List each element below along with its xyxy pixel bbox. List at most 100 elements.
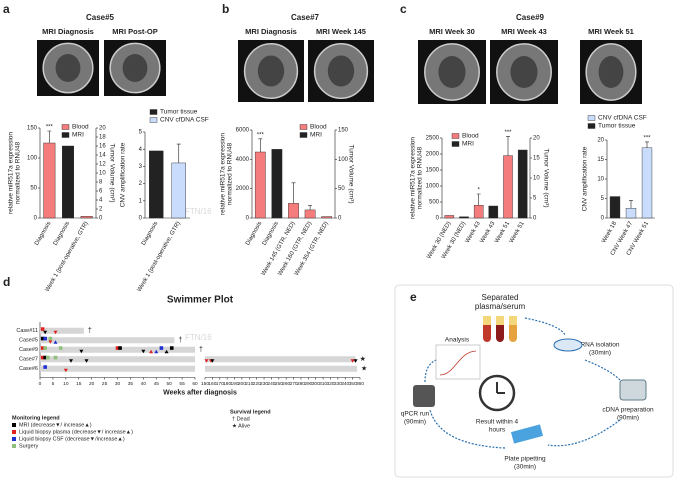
legend-swatch (149, 117, 158, 123)
y-tick-label: 1000 (426, 184, 440, 190)
y2-tick-label: 2 (99, 207, 103, 213)
x-tick-label: 300 (312, 381, 320, 387)
y-axis-label: normalized to RNU48 (227, 143, 234, 206)
event-marker (204, 359, 209, 363)
workflow-step: (30min) (514, 464, 536, 471)
event-marker (40, 327, 45, 331)
significance: *** (504, 130, 512, 136)
event-marker (69, 359, 73, 363)
swim-bar (205, 365, 358, 372)
legend-label: MRI (310, 132, 322, 139)
survival-symbol: † (199, 347, 203, 354)
workflow-step: (30min) (589, 350, 611, 357)
image-title: MRI Diagnosis (42, 27, 94, 36)
x-tick-label: Diagnosis (262, 221, 280, 247)
event-marker (115, 346, 120, 350)
legend-swatch (61, 132, 70, 138)
case-label: Case#5 (19, 338, 38, 344)
workflow-frame (394, 284, 674, 478)
cdna-device (619, 379, 647, 401)
image-title: MRI Post-OP (112, 27, 157, 36)
mri-detail (55, 54, 81, 82)
bar (304, 209, 316, 219)
image-title: MRI Week 51 (588, 27, 634, 36)
error-bar (308, 205, 313, 210)
legend-label: Tumor tissue (160, 109, 198, 116)
panel-label: e (410, 290, 417, 304)
y-tick-label: 2500 (426, 136, 440, 142)
panel-label: d (3, 275, 10, 289)
bar (444, 215, 455, 219)
legend-label: Tumor tissue (598, 123, 636, 130)
bar (625, 208, 637, 219)
x-tick-label: 220 (253, 381, 261, 387)
x-tick-label: 0 (39, 381, 42, 387)
y-tick-label: 1500 (426, 168, 440, 174)
legend-swatch (299, 132, 308, 138)
event-marker (79, 349, 84, 354)
legend-label: Blood (310, 124, 327, 131)
x-tick-label: 240 (267, 381, 275, 387)
legend-label: CNV cfDNA CSF (598, 115, 647, 122)
legend-swatch (12, 423, 16, 427)
x-tick-label: 190 (231, 381, 239, 387)
significance: * (477, 188, 480, 194)
survival-symbol: † (88, 328, 92, 335)
error-bar (645, 141, 649, 148)
x-tick-label: Diagnosis (141, 221, 159, 247)
mri-detail (598, 56, 624, 88)
workflow-title: Separated (482, 293, 519, 302)
legend-label: MRI (72, 132, 84, 139)
survival-legend-item: † Dead (232, 416, 250, 422)
event-marker (63, 368, 68, 373)
significance: *** (257, 132, 265, 138)
bar (288, 203, 299, 219)
x-tick-label: 210 (245, 381, 253, 387)
x-tick-label: Diagnosis (53, 221, 71, 247)
x-tick-label: 20 (89, 381, 95, 387)
workflow-analysis: Analysis (445, 337, 470, 344)
y2-tick-label: 0 (338, 216, 342, 222)
event-marker (159, 346, 164, 350)
x-tick-label: 15 (76, 381, 82, 387)
image-title: MRI Diagnosis (245, 27, 297, 36)
legend-swatch (61, 124, 70, 130)
y2-tick-label: 150 (338, 128, 349, 134)
x-tick-label: 270 (290, 381, 298, 387)
y-axis-label: relative miR517a expression (410, 137, 417, 219)
legend-label: Blood (72, 124, 89, 131)
y2-tick-label: 8 (99, 180, 103, 186)
swim-bar (40, 356, 195, 363)
event-marker (40, 336, 45, 341)
workflow-result: hours (489, 427, 506, 434)
bar (488, 205, 499, 219)
error-bar (176, 143, 181, 163)
y-tick-label: 2000 (236, 186, 250, 192)
event-marker (43, 365, 47, 369)
x-tick-label: 290 (304, 381, 312, 387)
y-tick-label: 50 (30, 186, 37, 192)
y-tick-label: 100 (27, 156, 38, 162)
plate (510, 424, 544, 444)
y-tick-label: 0 (34, 216, 38, 222)
bar (80, 215, 93, 219)
y2-tick-label: 18 (99, 135, 106, 141)
y-tick-label: 6000 (236, 128, 250, 134)
y-tick-label: 2000 (426, 152, 440, 158)
y-axis-label: CNV amplification rate (582, 146, 589, 211)
y2-axis-label: Tumor Volume (cm³) (347, 145, 354, 204)
x-tick-label: 45 (154, 381, 160, 387)
event-marker (43, 336, 47, 341)
bar (321, 216, 333, 219)
legend-swatch (149, 109, 158, 115)
workflow-step: (90min) (617, 415, 639, 422)
survival-symbol: ★ (360, 355, 366, 363)
bar (641, 147, 653, 219)
x-tick-label: 330 (334, 381, 342, 387)
error-bar (47, 130, 52, 143)
legend-swatch (12, 430, 16, 434)
mri-detail (257, 55, 285, 87)
y2-tick-label: 0 (99, 216, 103, 222)
y-axis-label: relative miR517a expression (220, 133, 227, 215)
y2-tick-label: 10 (99, 171, 106, 177)
